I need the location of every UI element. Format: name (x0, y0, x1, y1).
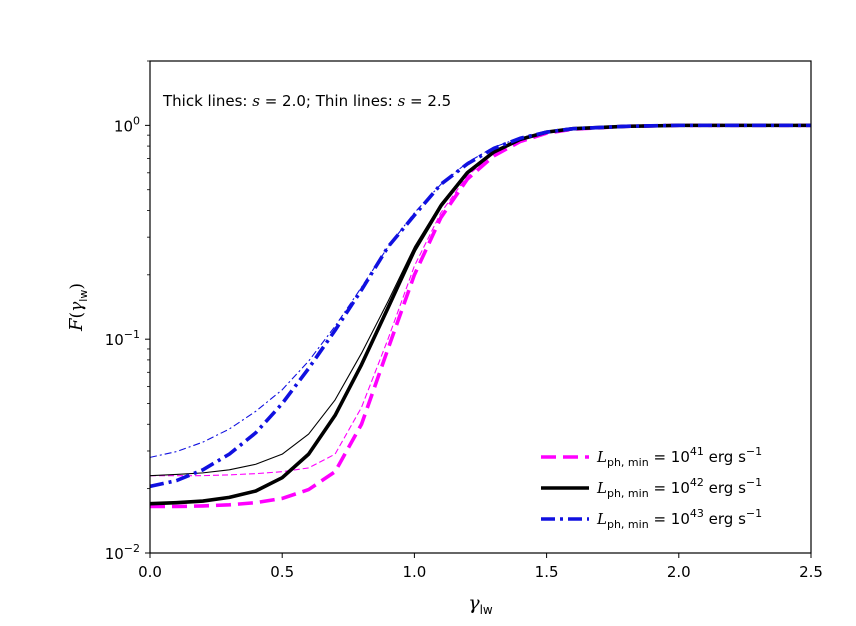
legend-label-1: Lph, min = 1041 erg s−1 (596, 445, 762, 469)
ticks-layer: 0.0 0.5 1.0 1.5 2.0 2.5 10−2 10−1 100 (105, 60, 823, 581)
series-layer (150, 123, 811, 509)
y-axis-label: F(γlw) (66, 283, 90, 332)
annotation-text: Thick lines: s = 2.0; Thin lines: s = 2.… (162, 92, 451, 110)
x-tick-label: 0.0 (138, 563, 162, 581)
x-tick-label: 1.0 (402, 563, 426, 581)
legend: Lph, min = 1041 erg s−1 Lph, min = 1042 e… (541, 445, 762, 531)
y-tick-label: 10−2 (105, 542, 140, 563)
series-line-6 (150, 124, 811, 458)
x-tick-label: 2.0 (667, 563, 691, 581)
legend-label-2: Lph, min = 1042 erg s−1 (596, 476, 762, 500)
series-line-4 (150, 124, 811, 477)
x-tick-label: 2.5 (799, 563, 823, 581)
plot-frame (149, 60, 812, 554)
series-line-5 (150, 124, 811, 477)
series-line-3 (150, 123, 811, 489)
y-tick-label: 10−1 (105, 328, 140, 349)
x-tick-label: 0.5 (270, 563, 294, 581)
x-tick-label: 1.5 (535, 563, 559, 581)
series-line-2 (150, 123, 811, 506)
y-tick-label: 100 (114, 114, 140, 135)
legend-label-3: Lph, min = 1043 erg s−1 (596, 507, 762, 531)
x-axis-label: γlw (468, 592, 493, 617)
